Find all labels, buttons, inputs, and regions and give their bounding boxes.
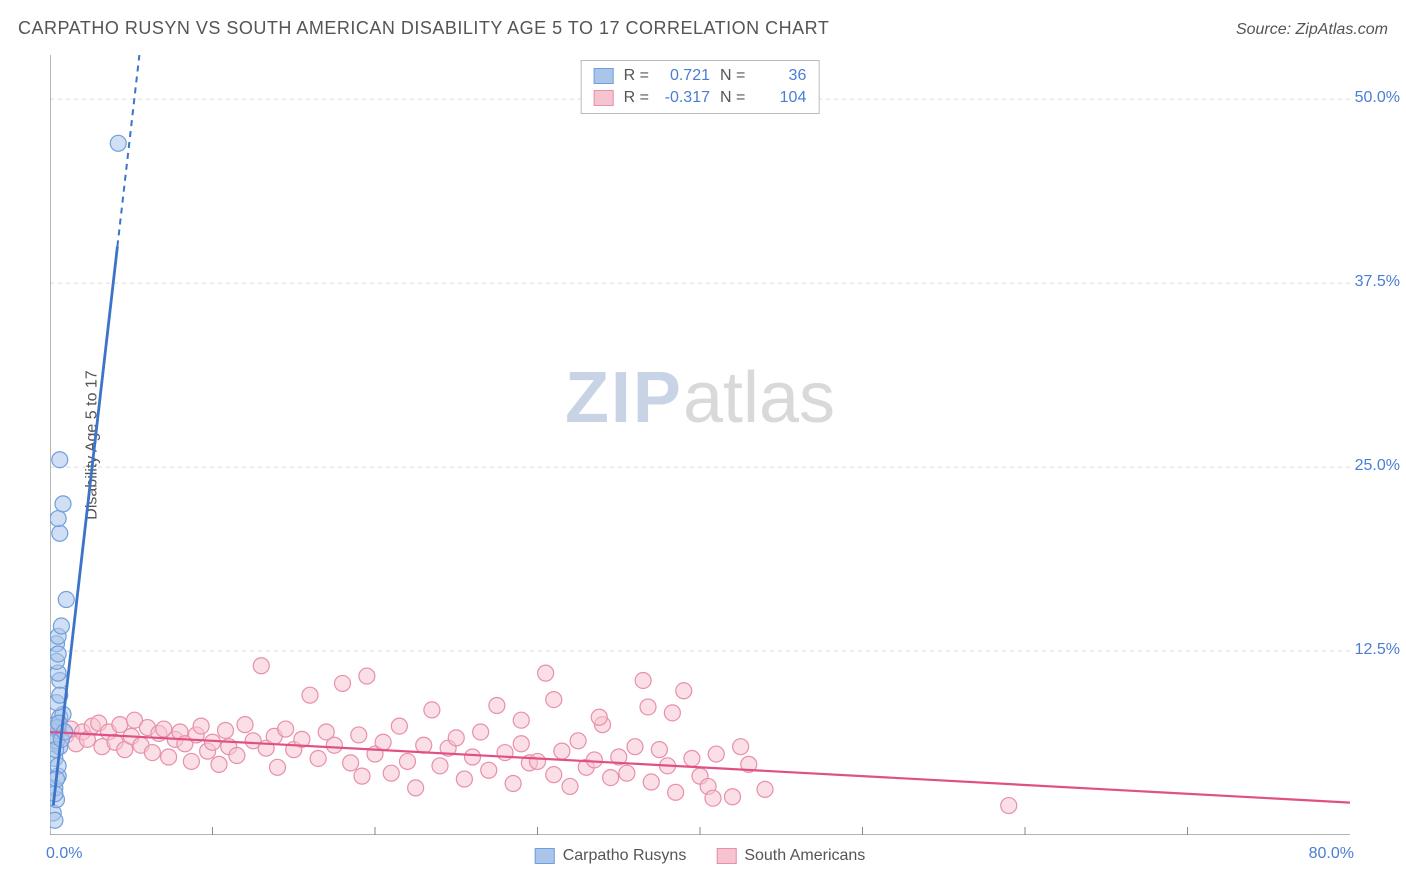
legend-item-b: South Americans [716, 847, 865, 865]
ytick-label: 37.5% [1340, 273, 1400, 291]
stats-row-b: R = -0.317 N = 104 [594, 87, 807, 109]
legend-swatch-b [716, 848, 736, 864]
stat-n-val-b: 104 [751, 89, 806, 107]
chart-title: CARPATHO RUSYN VS SOUTH AMERICAN DISABIL… [18, 18, 829, 39]
ytick-label: 25.0% [1340, 457, 1400, 475]
stats-row-a: R = 0.721 N = 36 [594, 65, 807, 87]
ytick-label: 12.5% [1340, 641, 1400, 659]
legend-swatch-a [535, 848, 555, 864]
stat-r-val-b: -0.317 [655, 89, 710, 107]
swatch-a [594, 68, 614, 84]
legend-label-b: South Americans [744, 847, 865, 865]
stat-n-val-a: 36 [751, 67, 806, 85]
xtick-left: 0.0% [46, 845, 82, 863]
legend-item-a: Carpatho Rusyns [535, 847, 687, 865]
stat-n-label-b: N = [720, 89, 745, 107]
xtick-right: 80.0% [1309, 845, 1354, 863]
stat-r-label-a: R = [624, 67, 649, 85]
stat-n-label-a: N = [720, 67, 745, 85]
chart-area: Disability Age 5 to 17 ZIPatlas R = 0.72… [50, 55, 1350, 835]
chart-header: CARPATHO RUSYN VS SOUTH AMERICAN DISABIL… [18, 18, 1388, 39]
plot-svg [50, 55, 1350, 835]
legend-label-a: Carpatho Rusyns [563, 847, 687, 865]
ytick-label: 50.0% [1340, 89, 1400, 107]
swatch-b [594, 90, 614, 106]
stat-r-val-a: 0.721 [655, 67, 710, 85]
chart-source: Source: ZipAtlas.com [1236, 21, 1388, 39]
bottom-legend: Carpatho Rusyns South Americans [535, 847, 866, 865]
stats-legend-box: R = 0.721 N = 36 R = -0.317 N = 104 [581, 60, 820, 114]
stat-r-label-b: R = [624, 89, 649, 107]
